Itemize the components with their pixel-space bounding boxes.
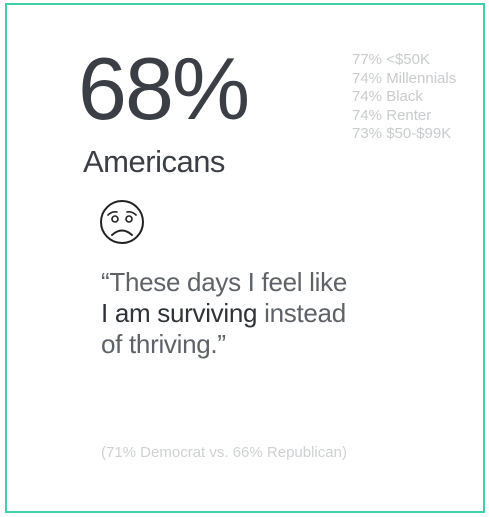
headline-percentage: 68%	[78, 39, 250, 138]
quote-text: “These days I feel like I am surviving i…	[101, 267, 431, 360]
demographic-breakdown: 77% <$50K 74% Millennials 74% Black 74% …	[352, 51, 456, 144]
party-footnote: (71% Democrat vs. 66% Republican)	[101, 444, 347, 461]
breakdown-item: 74% Millennials	[352, 69, 457, 87]
anxious-face-icon	[94, 198, 150, 246]
infographic-card: 68% Americans 77% <$50K 74% Millennials …	[5, 3, 485, 513]
breakdown-item: 77% <$50K	[352, 51, 430, 68]
breakdown-item: 74% Black	[352, 88, 423, 105]
quote-emphasis: I am surviving	[101, 298, 258, 328]
headline-subject: Americans	[83, 144, 225, 179]
breakdown-item: 74% Renter	[352, 106, 432, 124]
breakdown-item: 73% $50-$99K	[352, 125, 452, 142]
quote-line-1: “These days I feel like	[101, 267, 347, 297]
quote-line-3: of thriving.”	[101, 329, 226, 359]
quote-line-2-rest: instead	[257, 298, 346, 328]
